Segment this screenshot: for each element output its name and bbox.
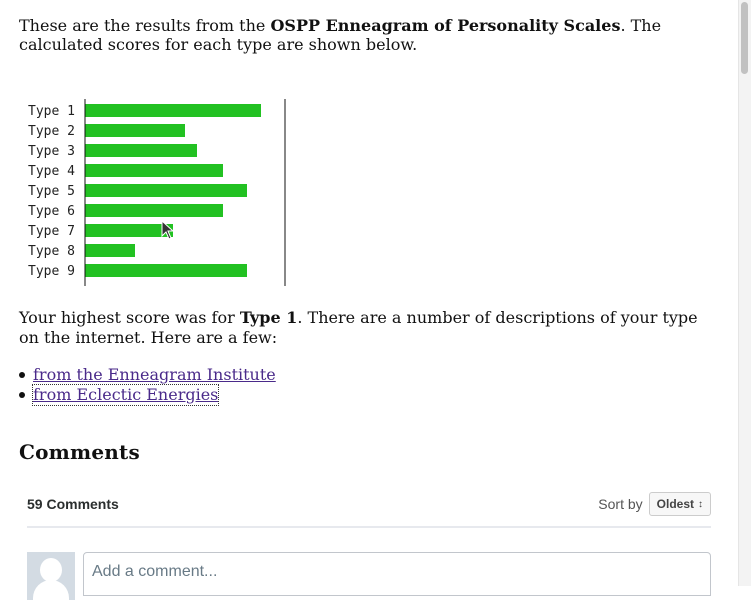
mouse-cursor-icon	[161, 220, 175, 240]
tick-label: Type 7	[28, 224, 75, 239]
comments-heading: Comments	[19, 440, 140, 464]
bar	[85, 124, 185, 137]
summary-text-end: . There are a number of descriptions of …	[19, 308, 698, 347]
enneagram-institute-link[interactable]: from the Enneagram Institute	[33, 365, 276, 384]
comment-input[interactable]: Add a comment...	[83, 552, 711, 596]
intro-text: These are the results from the	[19, 16, 271, 35]
summary-text: Your highest score was for	[19, 308, 240, 327]
bar	[85, 264, 247, 277]
bar	[85, 224, 173, 237]
tick-label: Type 3	[28, 144, 75, 159]
description-links: from the Enneagram Institute from Eclect…	[19, 365, 276, 406]
link-item: from Eclectic Energies	[19, 384, 276, 406]
page-scrollbar[interactable]	[738, 0, 751, 586]
comments-widget: 59 Comments Sort by Oldest ↕ Add a commen…	[27, 488, 711, 600]
bar	[85, 164, 223, 177]
bar	[85, 184, 247, 197]
bar	[85, 144, 197, 157]
sort-control: Sort by Oldest ↕	[598, 492, 711, 516]
tick-label: Type 6	[28, 204, 75, 219]
avatar-head	[40, 558, 62, 582]
avatar-shoulders	[33, 580, 69, 600]
tick-label: Type 8	[28, 244, 75, 259]
bar	[85, 104, 261, 117]
bullet-icon	[19, 372, 25, 378]
avatar	[27, 552, 75, 600]
bullet-icon	[19, 392, 25, 398]
comments-toolbar: 59 Comments Sort by Oldest ↕	[27, 488, 711, 520]
sort-label: Sort by	[598, 496, 643, 512]
scrollbar-thumb[interactable]	[741, 2, 748, 74]
comment-compose: Add a comment...	[27, 552, 711, 600]
link-item: from the Enneagram Institute	[19, 365, 276, 385]
tick-label: Type 5	[28, 184, 75, 199]
tick-label: Type 2	[28, 124, 75, 139]
intro-test-name: OSPP Enneagram of Personality Scales	[270, 16, 621, 35]
tick-label: Type 4	[28, 164, 75, 179]
intro-paragraph: These are the results from the OSPP Enne…	[19, 16, 719, 54]
tick-label: Type 1	[28, 104, 75, 119]
tick-label: Type 9	[28, 264, 75, 279]
intro-text-end: . The calculated scores for each type ar…	[19, 16, 662, 54]
highest-type: Type 1	[239, 308, 298, 327]
eclectic-energies-link[interactable]: from Eclectic Energies	[31, 384, 220, 406]
sort-dropdown[interactable]: Oldest ↕	[648, 492, 711, 516]
sort-arrow-icon: ↕	[698, 498, 703, 510]
divider	[27, 526, 711, 528]
sort-value: Oldest	[656, 497, 694, 511]
bar	[85, 204, 223, 217]
summary-paragraph: Your highest score was for Type 1. There…	[19, 308, 719, 348]
bar	[85, 244, 135, 257]
score-bar-chart: Type 1 Type 2 Type 3 Type 4 Type 5 Type 6 Type…	[28, 99, 286, 286]
comment-count: 59 Comments	[27, 496, 119, 512]
